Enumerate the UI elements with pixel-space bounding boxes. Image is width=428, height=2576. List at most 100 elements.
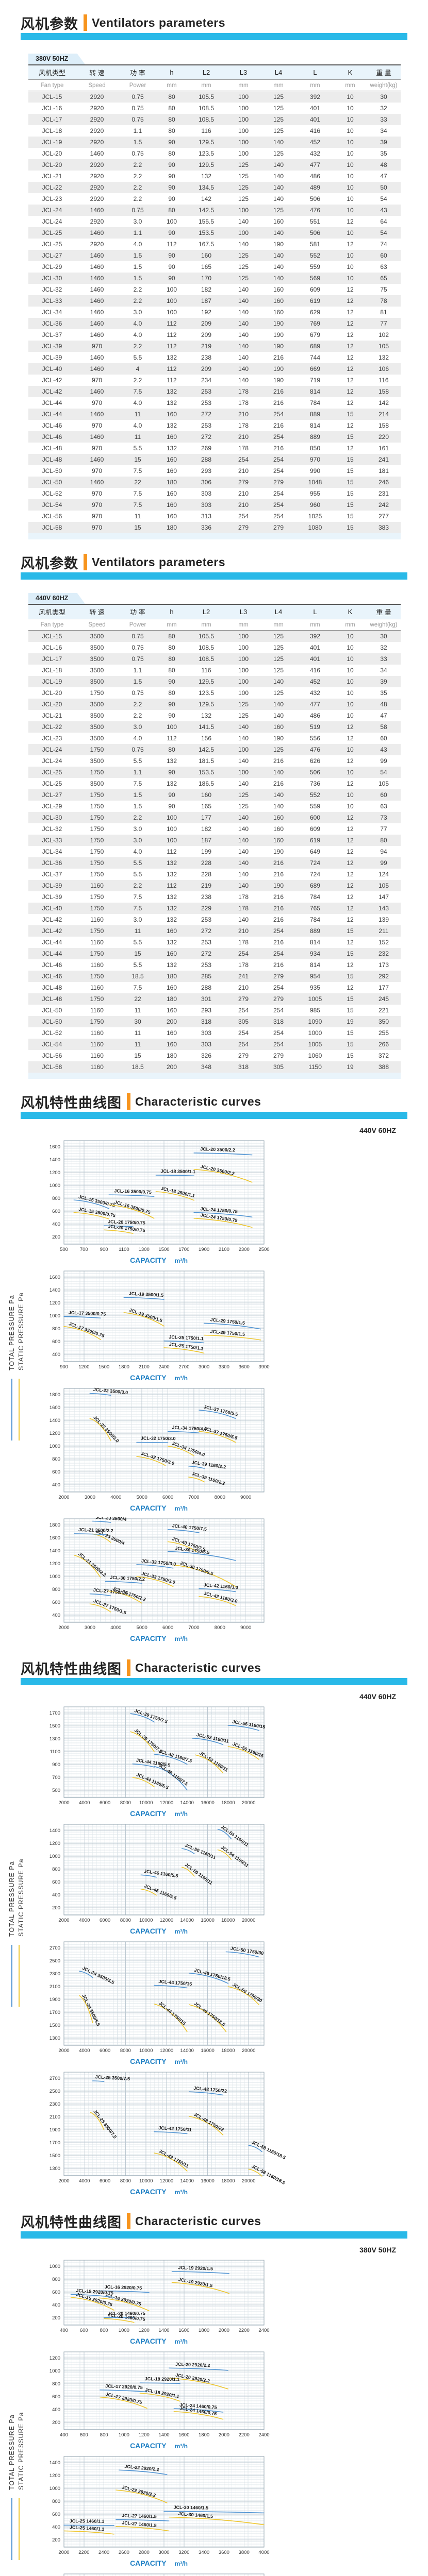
cell: 15 [347, 501, 354, 509]
section-title-en: Characteristic curves [135, 1660, 261, 1674]
cell: 619 [309, 297, 321, 304]
cell: 2920 [90, 241, 104, 248]
cell: 125 [273, 207, 284, 214]
cell: 90 [168, 252, 175, 259]
cell: 626 [309, 757, 321, 765]
cell: 54 [380, 195, 387, 202]
cell: 105 [378, 882, 389, 889]
cell: 80 [168, 746, 175, 753]
cell: 253 [201, 939, 212, 946]
cell: 1750 [90, 803, 104, 810]
cell: 784 [309, 399, 321, 406]
curve-static [171, 2282, 229, 2294]
cell: 19 [347, 1063, 354, 1071]
x-tick-label: 4000 [258, 2550, 269, 2555]
y-tick-label: 2300 [50, 2102, 60, 2107]
cell: 90 [168, 263, 175, 270]
table-row: JCL-48 1460 15 160 288 254 254 970 15 241 [28, 454, 401, 465]
cell: 1060 [308, 1052, 322, 1059]
section-title-zh: 风机参数 [21, 555, 78, 571]
x-tick-label: 20000 [242, 2178, 255, 2184]
curve-static [188, 2115, 224, 2136]
cell: 11 [134, 433, 141, 440]
cell: 279 [238, 524, 249, 531]
cell: 1460 [90, 365, 104, 372]
curve-total [188, 1972, 229, 1984]
column-header: 重 量 [367, 604, 401, 619]
cell: 147 [378, 893, 389, 901]
cell: 293 [201, 1007, 212, 1014]
curve-static [89, 1603, 111, 1613]
cell: 78 [380, 297, 387, 304]
table-row: JCL-54 970 7.5 160 303 210 254 960 15 242 [28, 499, 401, 511]
cell: 60 [380, 735, 387, 742]
cell: 12 [347, 837, 354, 844]
cell: 0.75 [131, 93, 144, 100]
cell: 210 [238, 927, 249, 935]
curve-label: JCL-46 1160/5.5 [143, 1883, 177, 1901]
curve-total [203, 1323, 261, 1330]
x-tick-label: 7000 [188, 1495, 199, 1500]
cell: JCL-46 [42, 961, 62, 969]
cell: 125 [273, 667, 284, 674]
section-title-en: Characteristic curves [135, 1094, 261, 1108]
cell: 100 [238, 93, 249, 100]
capacity-axis-label: CAPACITY m³/h [130, 1634, 188, 1642]
x-tick-label: 1000 [119, 2328, 129, 2333]
cell: 432 [309, 150, 321, 157]
cell: 209 [201, 365, 212, 372]
cell: 33 [380, 655, 387, 663]
cell: 190 [273, 365, 284, 372]
cell: JCL-58 [42, 1063, 62, 1071]
section-title-zh: 风机特性曲线图 [21, 1095, 122, 1111]
cell: 10 [347, 769, 354, 776]
cell: 180 [166, 524, 177, 531]
cell: 7.5 [133, 905, 142, 912]
cell: 1.1 [133, 769, 142, 776]
column-header: weight(kg) [367, 619, 401, 631]
curve-static [155, 1191, 194, 1201]
cyan-band [21, 1678, 407, 1685]
curve-total [118, 2469, 168, 2475]
cell: 100 [238, 678, 249, 685]
cell: 216 [273, 780, 284, 787]
cell: 0.75 [131, 689, 144, 697]
y-tick-label: 1800 [50, 1522, 60, 1528]
cell: 129.5 [198, 678, 215, 685]
cyan-band [21, 2231, 407, 2239]
cell: JCL-42 [42, 388, 62, 395]
cell: JCL-23 [42, 195, 62, 202]
cell: 211 [378, 927, 389, 935]
curve-label: JCL-18 2920/1.1 [144, 2387, 179, 2399]
cell: 108.5 [198, 116, 215, 123]
curve-label: JCL-18 2920/1.1 [145, 2376, 180, 2382]
cell: 160 [166, 490, 177, 497]
x-tick-label: 16000 [201, 1918, 214, 1923]
cell: 15 [347, 467, 354, 474]
x-tick-label: 8000 [120, 2178, 131, 2184]
cell: 1750 [90, 871, 104, 878]
cell: 1750 [90, 791, 104, 799]
y-tick-label: 800 [52, 1867, 60, 1872]
cell: 160 [166, 1029, 177, 1037]
y-tick-label: 1300 [50, 2166, 60, 2172]
cell: 141.5 [198, 723, 215, 731]
cell: 123.5 [198, 689, 215, 697]
cell: 765 [309, 905, 321, 912]
curve-label: JCL-15 2920/0.75 [76, 2288, 113, 2296]
cell: 108.5 [198, 644, 215, 651]
cell: 132 [166, 905, 177, 912]
cell: 254 [273, 456, 284, 463]
cell: 181.5 [198, 757, 215, 765]
cell: 12 [347, 961, 354, 969]
cell: 60 [380, 252, 387, 259]
curve-label: JCL-17 2920/0.75 [105, 2383, 143, 2390]
column-header: mm [226, 619, 260, 631]
cell: 22 [134, 995, 141, 1003]
cell: 90 [168, 195, 175, 202]
curve-label: JCL-54 1160/11 [220, 1824, 250, 1848]
cell: 47 [380, 712, 387, 719]
curve-static [168, 2516, 265, 2526]
cell: 12 [347, 735, 354, 742]
curve-total [188, 1465, 205, 1469]
